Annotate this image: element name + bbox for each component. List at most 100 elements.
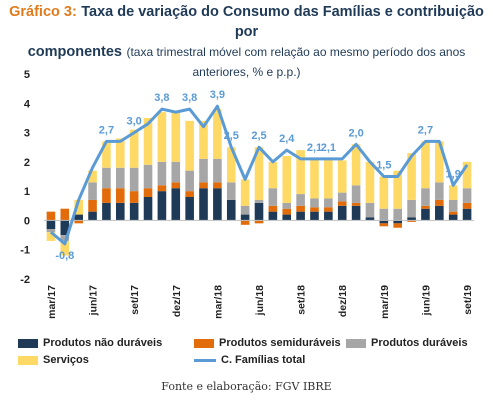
legend-swatch-semiduraveis xyxy=(194,338,214,348)
bar-servicos xyxy=(435,141,444,183)
bar-duraveis xyxy=(268,188,278,206)
legend-item-servicos: Serviços xyxy=(18,354,89,366)
bar-servicos xyxy=(462,161,472,189)
y-tick-label: 2 xyxy=(24,157,30,169)
bar-servicos xyxy=(102,141,111,168)
bar-semiduraveis xyxy=(115,188,125,203)
data-label-total: 3,8 xyxy=(182,92,197,104)
bar-semiduraveis xyxy=(296,205,305,212)
bar-servicos xyxy=(46,232,56,241)
data-label-total: 2,7 xyxy=(418,124,433,136)
bar-duraveis xyxy=(157,161,167,186)
bar-nao-duraveis xyxy=(337,205,347,221)
bar-semiduraveis xyxy=(157,185,167,192)
legend-swatch-nao-duraveis xyxy=(18,338,38,348)
data-label-total: 3,0 xyxy=(127,116,142,128)
bar-nao-duraveis xyxy=(60,220,70,236)
bar-semiduraveis xyxy=(407,220,416,222)
title-line-1: Taxa de variação do Consumo das Famílias… xyxy=(81,4,484,40)
legend-item-nao-duraveis: Produtos não duráveis xyxy=(18,337,162,349)
bar-semiduraveis xyxy=(254,220,264,224)
source-note: Fonte e elaboração: FGV IBRE xyxy=(161,380,332,393)
subtitle-line-1: (taxa trimestral móvel com relação ao me… xyxy=(126,45,466,59)
bar-duraveis xyxy=(282,202,292,209)
bar-semiduraveis xyxy=(448,211,458,215)
bar-duraveis xyxy=(310,198,319,208)
bar-servicos xyxy=(143,117,153,165)
bar-nao-duraveis xyxy=(115,202,125,221)
bar-nao-duraveis xyxy=(365,217,375,221)
bar-servicos xyxy=(240,179,250,206)
bar-servicos xyxy=(115,138,125,168)
bar-servicos xyxy=(157,112,167,162)
bar-nao-duraveis xyxy=(435,205,444,221)
bar-semiduraveis xyxy=(324,207,333,212)
x-tick-label: dez/17 xyxy=(171,285,183,317)
y-tick-label: 5 xyxy=(24,69,30,81)
data-label-total: 3,9 xyxy=(210,89,225,101)
chart-title: Gráfico 3: Taxa de variação do Consumo d… xyxy=(0,2,493,82)
data-label-total: 2,4 xyxy=(279,133,295,145)
legend-item-total: C. Famílias total xyxy=(194,354,305,366)
bar-nao-duraveis xyxy=(379,220,389,224)
data-label-total: 2,7 xyxy=(99,124,114,136)
bar-servicos xyxy=(171,112,181,162)
x-tick-label: jun/17 xyxy=(88,285,100,317)
bar-servicos xyxy=(324,158,333,199)
bar-duraveis xyxy=(129,167,139,192)
bar-servicos xyxy=(421,141,430,189)
legend-label-semiduraveis: Produtos semiduráveis xyxy=(219,337,341,349)
bar-nao-duraveis xyxy=(213,188,222,221)
y-tick-label: 4 xyxy=(24,98,31,110)
bar-semiduraveis xyxy=(143,188,153,197)
bar-nao-duraveis xyxy=(282,214,292,221)
chart-plot: -2 -1 0 1 2 3 4 5 -0,8 2,7 3,0 3,8 3,8 3,9 2,5 2,5 2,4 2,… xyxy=(20,69,474,319)
bar-duraveis xyxy=(60,235,70,241)
bar-nao-duraveis xyxy=(129,202,139,221)
legend-swatch-duraveis xyxy=(346,338,366,348)
bar-nao-duraveis xyxy=(310,211,319,221)
bar-servicos xyxy=(393,170,403,209)
bar-servicos xyxy=(88,170,97,183)
bar-duraveis xyxy=(199,158,208,183)
bar-nao-duraveis xyxy=(462,208,472,221)
figure-label: Gráfico 3: xyxy=(9,4,77,20)
data-label-total: 1,9 xyxy=(446,168,461,180)
bar-duraveis xyxy=(102,167,111,189)
bar-nao-duraveis xyxy=(226,199,236,221)
data-label-total: 2,5 xyxy=(224,130,239,142)
x-tick-label: mar/19 xyxy=(379,285,391,319)
bar-semiduraveis xyxy=(46,211,56,221)
bar-nao-duraveis xyxy=(296,211,305,221)
bar-semiduraveis xyxy=(379,223,389,227)
bar-servicos xyxy=(310,157,319,199)
bar-duraveis xyxy=(421,188,430,206)
bar-semiduraveis xyxy=(199,182,208,189)
bar-servicos xyxy=(226,147,236,183)
subtitle-line-2: anteriores, % e p.p.) xyxy=(192,65,301,79)
legend-label-total: C. Famílias total xyxy=(221,354,306,366)
bar-nao-duraveis xyxy=(407,217,416,221)
legend-swatch-total xyxy=(194,358,216,362)
bar-semiduraveis xyxy=(351,202,361,206)
y-tick-label: 1 xyxy=(24,186,30,198)
bar-nao-duraveis xyxy=(74,214,83,221)
bar-nao-duraveis xyxy=(157,191,167,221)
bar-nao-duraveis xyxy=(143,197,153,221)
bar-servicos xyxy=(74,199,83,215)
legend-swatch-servicos xyxy=(18,355,38,365)
bar-duraveis xyxy=(143,164,153,189)
bar-duraveis xyxy=(351,185,361,203)
bar-nao-duraveis xyxy=(46,220,56,230)
data-label-total: 3,8 xyxy=(154,92,169,104)
bar-semiduraveis xyxy=(393,223,403,228)
bar-semiduraveis xyxy=(213,182,222,189)
data-label-total: 2,5 xyxy=(251,130,266,142)
bar-semiduraveis xyxy=(310,207,319,212)
data-label-total: -0,8 xyxy=(55,250,74,262)
bar-servicos xyxy=(268,161,278,189)
title-line-2: componentes xyxy=(27,44,122,60)
bar-nao-duraveis xyxy=(199,188,208,221)
bar-duraveis xyxy=(337,192,347,202)
x-tick-label: set/17 xyxy=(129,285,141,315)
